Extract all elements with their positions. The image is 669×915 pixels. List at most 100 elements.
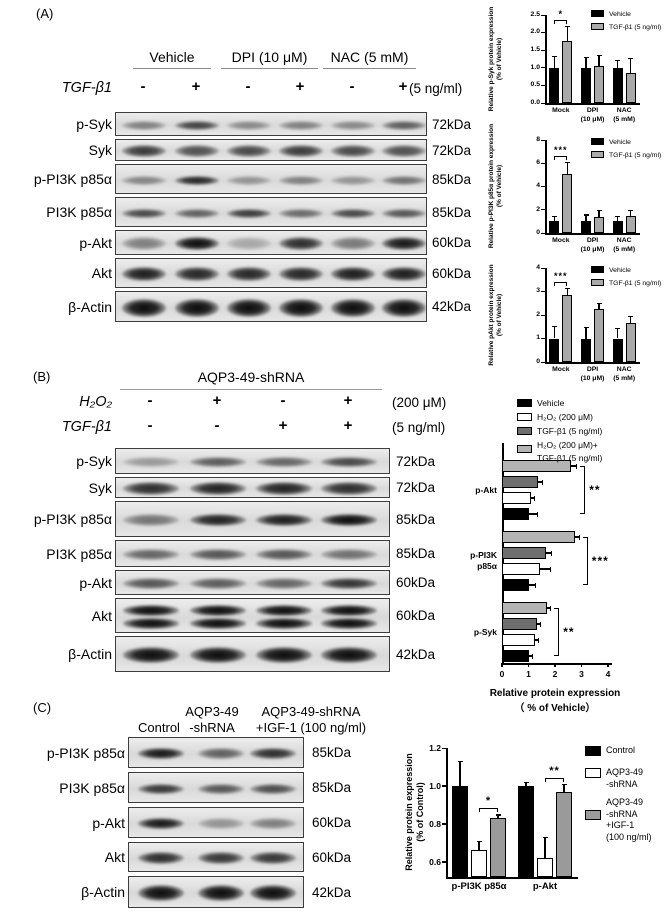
y-tick [442,823,446,825]
error-bar [617,215,619,222]
y-axis [446,748,448,877]
error-bar [553,325,555,339]
error-cap [615,215,621,217]
blot-protein-label: Syk [88,479,112,496]
x-category-label: DPI (10 μM) [580,107,605,123]
error-cap [596,303,602,305]
blot-protein-label: p-Syk [76,116,112,132]
y-tick-label: 1.0 [429,780,441,791]
error-cap [531,653,533,659]
protein-band [190,647,246,663]
protein-band [321,482,377,495]
bar [594,66,604,103]
error-cap [551,215,557,217]
treatment-sign: + [212,392,222,409]
y-tick-label: 1 [536,334,540,342]
x-tick-label: 3 [579,669,584,679]
bar [502,618,537,630]
error-bar [566,162,568,174]
blot-kda-label: 42kDa [396,646,436,662]
protein-band [198,852,244,864]
protein-band [331,175,375,185]
y-tick [442,861,446,863]
protein-band [122,298,166,317]
y-tick-label: 2 [536,205,540,213]
error-cap [495,814,501,816]
error-bar [545,552,551,554]
x-category-label: p-PI3K p85α [451,881,507,892]
error-bar [574,536,579,538]
sig-label: * [485,795,492,808]
blot-protein-label: p-PI3K p85α [46,744,125,761]
bar [502,531,575,543]
protein-band [175,175,219,185]
legend-label: TGF-β1 (5 ng/ml) [609,152,662,159]
error-cap [576,463,578,469]
dose-label: (200 μM) [392,395,447,410]
x-tick [607,663,609,667]
chart-b-horizontal: 0 1 2 3 4 p-Akt ** p-PI3K p85α *** p-Syk ** Vehicle… [455,393,669,715]
legend-swatch [591,279,604,286]
bar [502,563,541,575]
legend-label: H₂O₂ (200 μM) [537,412,593,422]
legend-label: Control [606,745,636,755]
blot-protein-label: p-PI3K p85α [33,511,112,527]
error-cap [583,57,589,59]
chart-c: 0.6 0.8 1.0 1.2 p-PI3K p85α p-Akt Control AQP3-… [403,733,669,915]
error-bar [630,316,632,324]
protein-band [227,208,271,218]
blot-image [115,501,390,537]
protein-band [256,578,312,589]
treatment-label: TGF-β1 [61,80,112,96]
x-tick [580,663,583,667]
y-axis-title: Relative pAkt protein expression (% of V… [488,264,504,366]
error-bar [553,56,555,68]
protein-band [250,748,296,759]
column-header: AQP3-49 -shRNA [185,704,239,735]
blot-image [128,842,304,872]
sig-bracket [479,808,498,813]
protein-band [321,647,377,663]
protein-band [250,852,296,864]
y-tick-label: 8 [536,135,540,143]
error-bar [585,214,587,222]
x-tick-label: 4 [605,669,611,679]
blot-image [115,570,390,595]
error-bar [536,623,540,625]
protein-band [123,578,179,589]
error-bar [617,327,619,339]
bar [625,216,636,233]
protein-band [123,605,179,616]
blot-kda-label: 60kDa [312,849,352,865]
protein-band [382,298,426,317]
error-cap [537,637,539,643]
error-cap [535,582,537,588]
protein-band [227,267,271,281]
error-cap [583,326,589,328]
x-category-label: DPI (10 μM) [580,366,605,382]
protein-band [190,514,246,526]
y-tick [442,747,446,749]
sig-bracket [554,608,560,656]
y-tick [541,49,545,51]
protein-band [123,549,179,560]
protein-band [227,145,271,157]
bar [612,221,623,233]
dose-label: (5 ng/ml) [392,420,446,435]
protein-band [382,145,426,157]
y-tick [541,209,545,211]
legend-swatch [591,138,604,145]
group-header: NAC (5 mM) [323,49,416,69]
blot-image [115,258,427,288]
blot-protein-label: p-Akt [79,574,112,591]
treatment-sign: - [280,392,286,409]
error-cap [476,841,482,843]
bar [581,67,591,103]
error-cap [542,837,548,839]
blot-kda-label: 60kDa [396,608,436,623]
blot-protein-label: Akt [91,607,112,624]
blot-protein-label: p-Akt [92,814,125,831]
bar [625,323,636,362]
sig-label: * [558,8,564,19]
